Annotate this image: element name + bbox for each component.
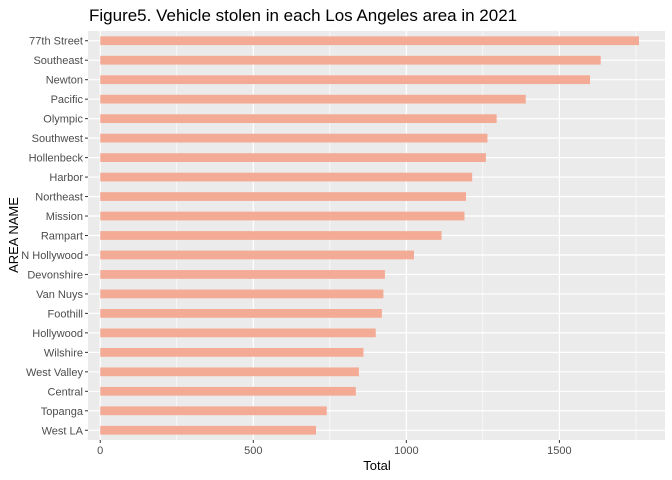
y-tick-label: Northeast bbox=[35, 192, 83, 204]
y-tick-label: Newton bbox=[46, 75, 83, 87]
y-tick-label: Van Nuys bbox=[36, 289, 83, 301]
y-tick-label: Harbor bbox=[49, 172, 83, 184]
y-tick-label: Foothill bbox=[48, 308, 83, 320]
y-tick-label: 77th Street bbox=[29, 36, 83, 48]
bar-mission bbox=[100, 211, 465, 221]
bar-west-valley bbox=[100, 367, 359, 377]
y-tick-label: Southwest bbox=[32, 133, 83, 145]
x-tick-label: 1000 bbox=[394, 445, 418, 457]
y-tick-label: Hollenbeck bbox=[29, 153, 84, 165]
bar-topanga bbox=[100, 406, 327, 416]
y-tick-label: N Hollywood bbox=[21, 250, 83, 262]
y-tick-label: Hollywood bbox=[32, 328, 83, 340]
bar-northeast bbox=[100, 192, 467, 201]
y-tick-label: Devonshire bbox=[27, 269, 83, 281]
bar-central bbox=[100, 386, 356, 396]
bar-southeast bbox=[100, 55, 601, 65]
bar-olympic bbox=[100, 114, 497, 124]
y-tick-label: Wilshire bbox=[44, 347, 83, 359]
y-tick-label: West Valley bbox=[26, 367, 84, 379]
y-tick-label: Olympic bbox=[43, 114, 83, 126]
y-axis-title: AREA NAME bbox=[6, 197, 21, 273]
bar-n-hollywood bbox=[100, 250, 414, 260]
bar-harbor bbox=[100, 172, 473, 182]
bar-hollywood bbox=[100, 328, 376, 338]
x-tick-label: 1500 bbox=[547, 445, 571, 457]
y-tick-label: Southeast bbox=[33, 55, 83, 67]
bar-wilshire bbox=[100, 347, 364, 357]
y-tick-label: Rampart bbox=[41, 231, 83, 243]
x-tick-label: 500 bbox=[244, 445, 262, 457]
chart-title: Figure5. Vehicle stolen in each Los Ange… bbox=[89, 6, 517, 25]
bar-devonshire bbox=[100, 270, 385, 279]
y-tick-label: Pacific bbox=[51, 94, 84, 106]
bar-newton bbox=[100, 75, 591, 85]
x-axis-ticks: 0 500 1000 1500 bbox=[97, 440, 572, 457]
y-axis-ticks: 77th Street Southeast Newton Pacific Olympic… bbox=[21, 36, 88, 437]
bar-77th-street bbox=[100, 36, 639, 46]
x-axis-title: Total bbox=[363, 458, 391, 473]
y-tick-label: Mission bbox=[46, 211, 83, 223]
bar-hollenbeck bbox=[100, 153, 486, 162]
bars bbox=[100, 36, 639, 435]
y-tick-label: West LA bbox=[42, 425, 84, 437]
bar-foothill bbox=[100, 309, 382, 318]
bar-van-nuys bbox=[100, 289, 384, 299]
y-tick-label: Central bbox=[48, 386, 83, 398]
bar-pacific bbox=[100, 94, 526, 104]
x-tick-label: 0 bbox=[97, 445, 103, 457]
y-tick-label: Topanga bbox=[41, 406, 84, 418]
bar-west-la bbox=[100, 425, 317, 435]
bar-southwest bbox=[100, 133, 488, 143]
bar-rampart bbox=[100, 231, 442, 240]
